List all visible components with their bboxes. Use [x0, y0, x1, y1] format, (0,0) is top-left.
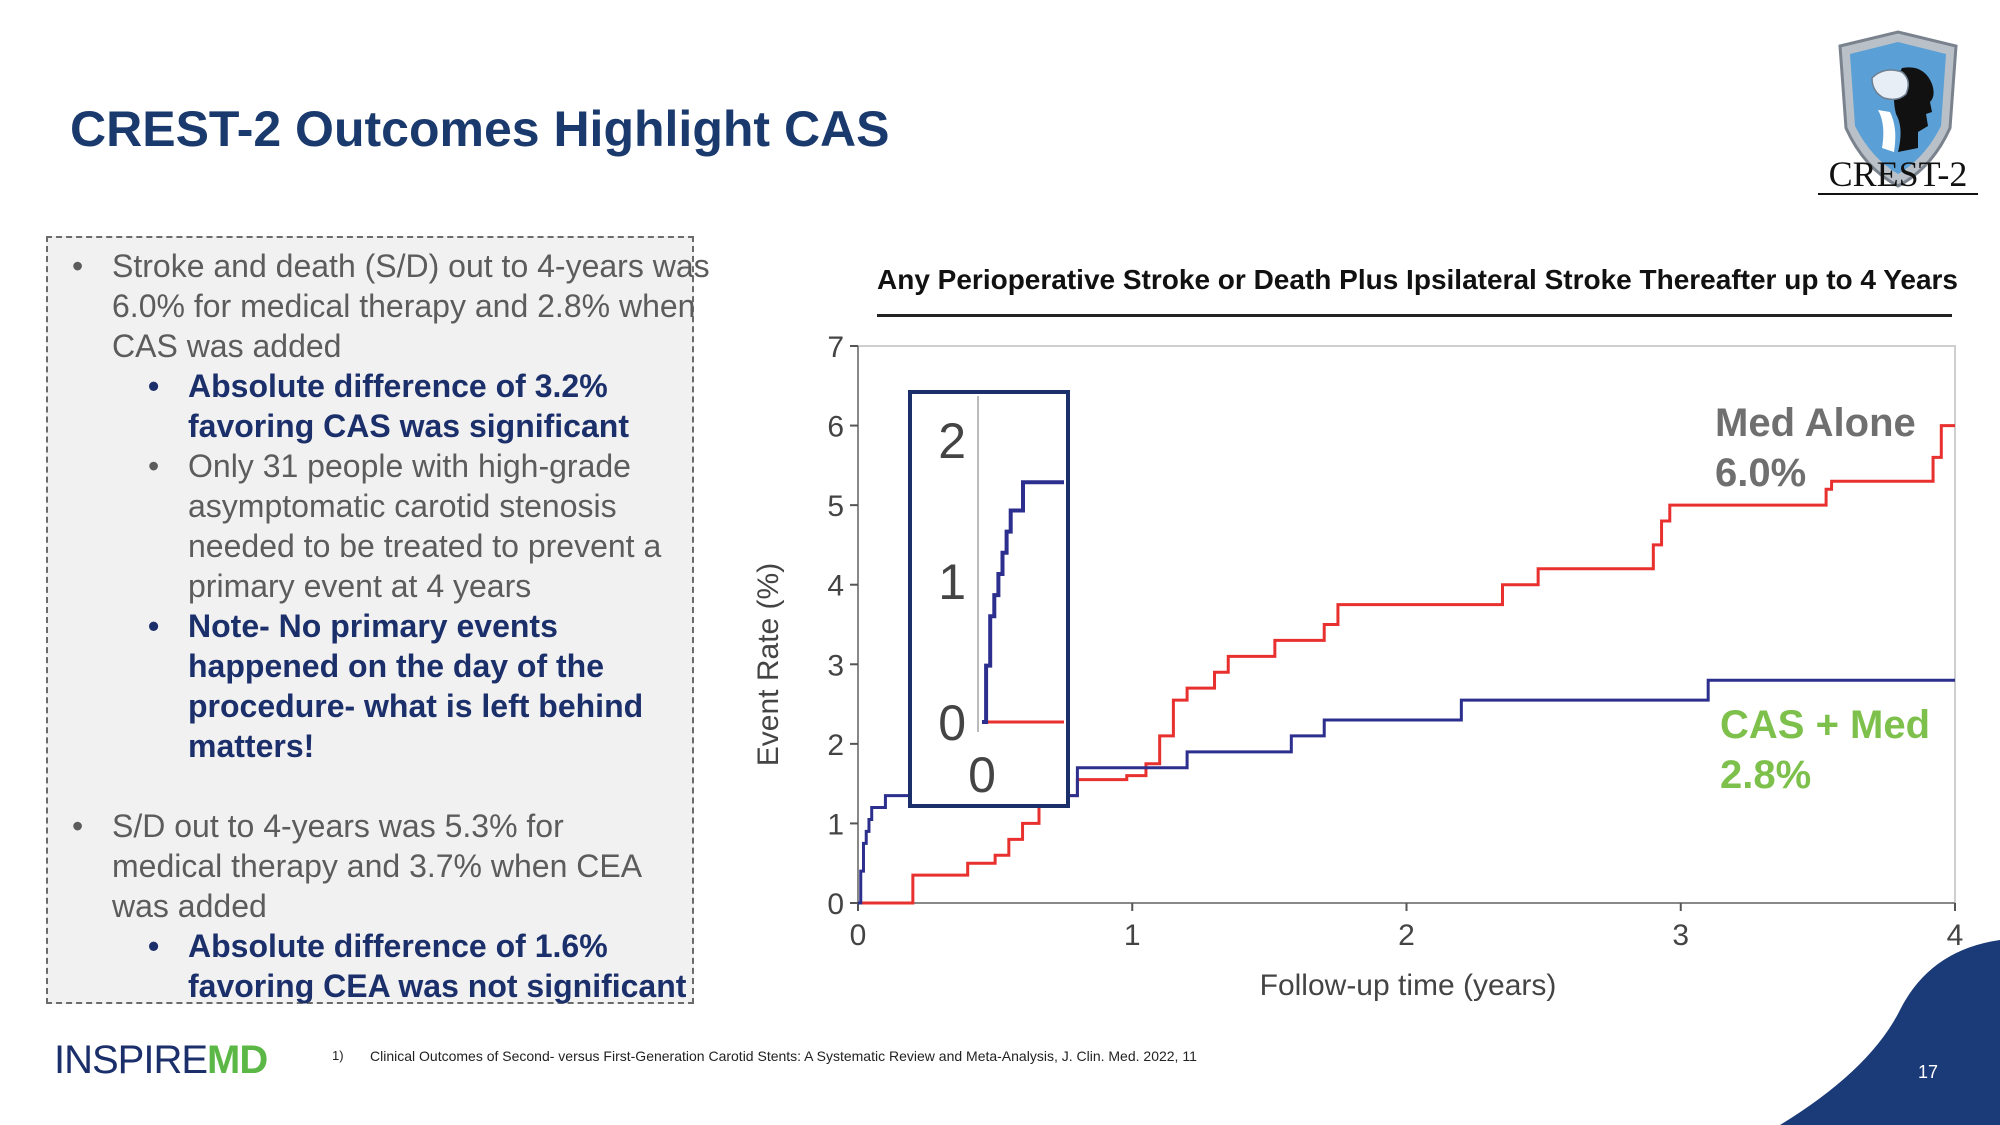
- y-tick-label: 5: [827, 490, 844, 523]
- crest-2-shield-logo: [1838, 30, 1958, 188]
- med-alone-value-label: 6.0%: [1715, 451, 1806, 495]
- cas-med-label: CAS + Med: [1720, 703, 1930, 747]
- x-tick-label: 0: [850, 919, 867, 952]
- inset-y-tick-label: 1: [938, 554, 966, 610]
- summary-bullet-box: • Stroke and death (S/D) out to 4-years …: [46, 236, 710, 1004]
- bullet-cas-summary: • Stroke and death (S/D) out to 4-years …: [72, 248, 710, 364]
- bullet-dot-icon: •: [72, 248, 84, 284]
- bullet-cea-summary: • S/D out to 4-years was 5.3% for medica…: [72, 808, 641, 924]
- inset-y-tick-label: 0: [938, 695, 966, 751]
- bullet-cas-absolute-difference: • Absolute difference of 3.2% favoring C…: [148, 368, 629, 444]
- y-tick-label: 3: [827, 649, 844, 682]
- inspiremd-logo: INSPIREMD: [54, 1038, 268, 1082]
- y-tick-label: 7: [827, 331, 844, 364]
- bullet-number-needed-to-treat: • Only 31 people with high-grade asympto…: [148, 448, 662, 604]
- footnote-number: 1): [332, 1048, 344, 1063]
- y-tick-label: 4: [827, 570, 844, 603]
- bullet-dot-icon: •: [72, 808, 84, 844]
- chart-title-underline: [877, 314, 1952, 317]
- bullet-dot-icon: •: [148, 368, 160, 404]
- cas-med-series-line: [858, 678, 1955, 905]
- y-axis-label: Event Rate (%): [752, 563, 785, 766]
- cas-med-value-label: 2.8%: [1720, 753, 1811, 797]
- x-axis-label: Follow-up time (years): [1260, 969, 1557, 1002]
- y-tick-label: 0: [827, 888, 844, 921]
- corner-decoration: [1780, 940, 2000, 1125]
- x-tick-label: 2: [1398, 919, 1415, 952]
- inset-zoom-box: [908, 390, 1070, 808]
- kaplan-meier-chart: 0 1 2 3 4 5 6 7 0 1 2 3 4 Follow-up time (years) Event…: [752, 331, 1964, 1002]
- bullet-cea-absolute-difference: • Absolute difference of 1.6% favoring C…: [148, 928, 687, 1004]
- bullet-procedure-note: • Note- No primary events happened on th…: [148, 608, 644, 764]
- med-alone-series-line: [858, 424, 1955, 905]
- page-title: CREST-2 Outcomes Highlight CAS: [70, 101, 890, 157]
- bullet-dot-icon: •: [148, 608, 160, 644]
- x-tick-label: 1: [1124, 919, 1141, 952]
- footnote-citation: Clinical Outcomes of Second- versus Firs…: [370, 1048, 1197, 1064]
- chart-title: Any Perioperative Stroke or Death Plus I…: [877, 264, 1958, 295]
- x-tick-label: 3: [1672, 919, 1689, 952]
- inset-cas-med-line: [982, 480, 1064, 724]
- y-tick-label: 2: [827, 729, 844, 762]
- med-alone-label: Med Alone: [1715, 401, 1916, 445]
- crest-2-logo-text: CREST-2: [1818, 155, 1978, 195]
- inset-x-tick-label: 0: [968, 747, 996, 803]
- bullet-dot-icon: •: [148, 928, 160, 964]
- y-tick-label: 6: [827, 411, 844, 444]
- y-tick-label: 1: [827, 808, 844, 841]
- bullet-dot-icon: •: [148, 448, 160, 484]
- page-number: 17: [1918, 1062, 1939, 1082]
- x-tick-label: 4: [1947, 919, 1964, 952]
- inset-y-tick-label: 2: [938, 413, 966, 469]
